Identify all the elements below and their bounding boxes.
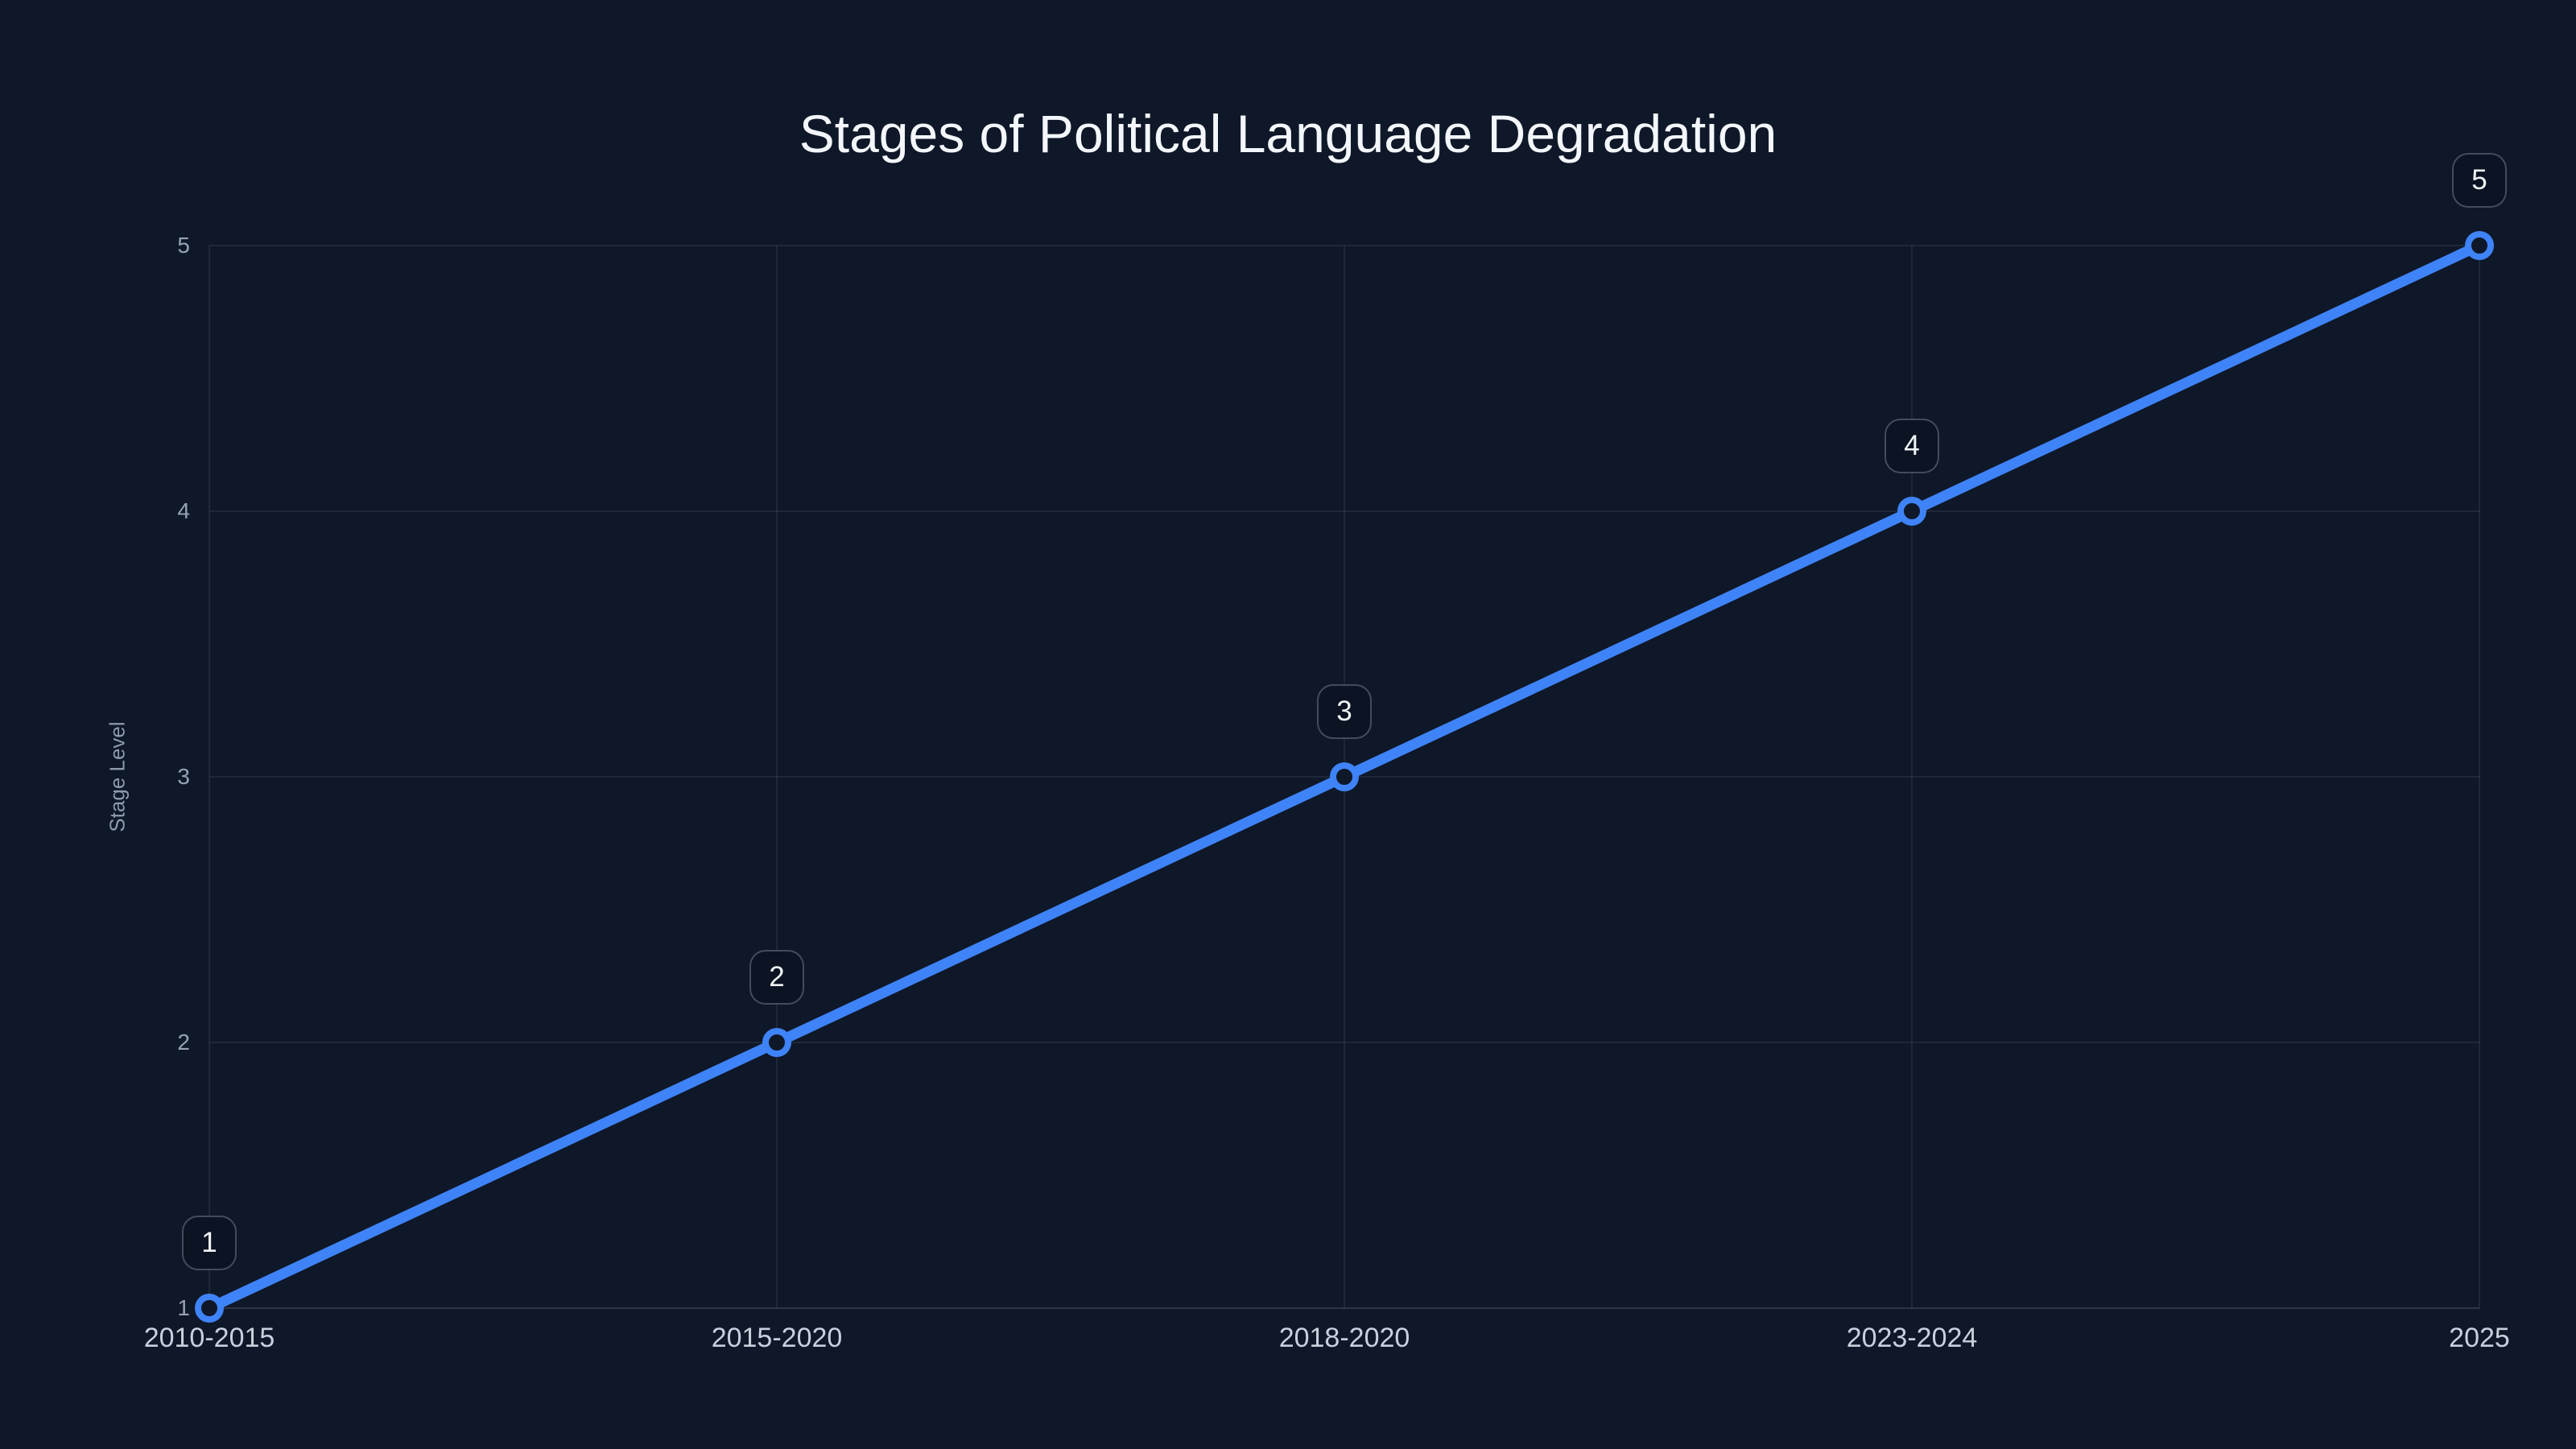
y-tick-label: 2 bbox=[177, 1030, 190, 1055]
x-tick-label: 2010-2015 bbox=[143, 1323, 275, 1353]
x-tick-label: 2018-2020 bbox=[1278, 1323, 1410, 1353]
point-value-badge: 3 bbox=[1317, 684, 1372, 739]
x-tick-label: 2023-2024 bbox=[1846, 1323, 1978, 1353]
data-point-marker[interactable] bbox=[195, 1294, 224, 1323]
data-point-marker[interactable] bbox=[1330, 762, 1359, 791]
point-value-badge: 4 bbox=[1885, 419, 1939, 473]
x-tick-label: 2025 bbox=[2449, 1323, 2510, 1353]
x-tick-label: 2015-2020 bbox=[711, 1323, 843, 1353]
point-value-badge: 2 bbox=[749, 950, 804, 1005]
chart-title: Stages of Political Language Degradation bbox=[799, 104, 1777, 163]
point-value-badge: 5 bbox=[2452, 153, 2507, 208]
point-value-badge: 1 bbox=[182, 1216, 237, 1270]
y-tick-label: 1 bbox=[177, 1295, 190, 1320]
y-tick-label: 5 bbox=[177, 233, 190, 258]
data-point-marker[interactable] bbox=[1897, 497, 1926, 526]
y-tick-label: 4 bbox=[177, 498, 190, 523]
data-point-marker[interactable] bbox=[762, 1028, 791, 1057]
y-tick-label: 3 bbox=[177, 764, 190, 789]
data-point-marker[interactable] bbox=[2465, 231, 2494, 260]
